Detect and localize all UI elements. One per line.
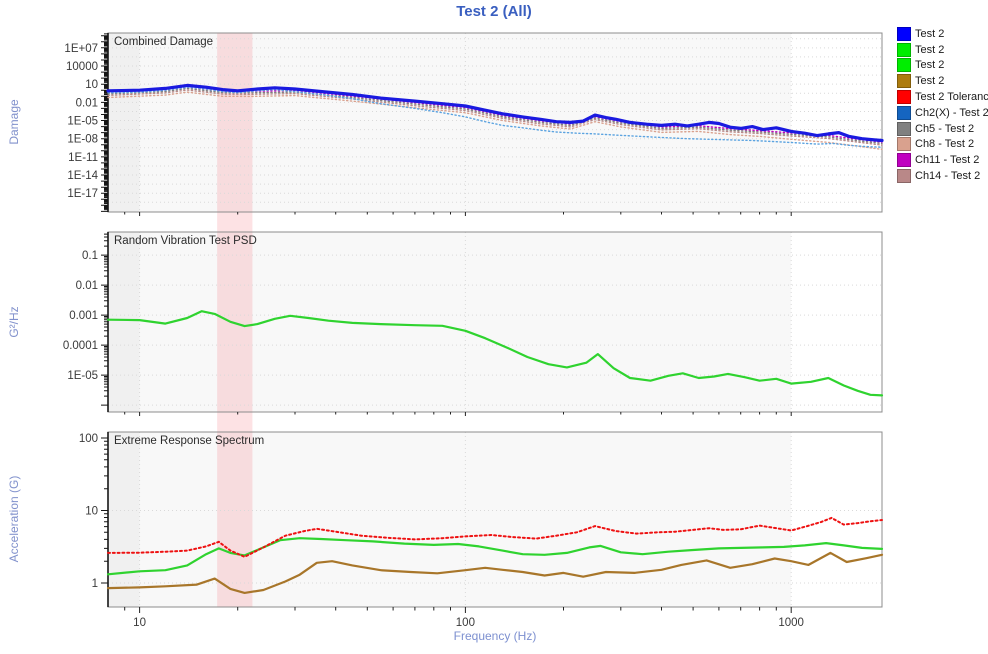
highlight-band [217, 33, 253, 607]
legend-label: Ch11 - Test 2 [915, 154, 980, 167]
y-tick-label: 1E-08 [67, 134, 98, 146]
y-tick-label: 1E-05 [67, 116, 98, 128]
plot-background-band [108, 33, 140, 212]
y-axis-label-acceleration: Acceleration (G) [7, 475, 21, 563]
legend-swatch [897, 26, 911, 41]
series-ch2x-test2 [107, 86, 883, 148]
y-tick-label: 1E-17 [67, 188, 98, 200]
legend-swatch [897, 153, 911, 168]
y-tick-marks [101, 437, 108, 584]
plot-background-band [791, 33, 882, 212]
y-tick-label: 10 [85, 506, 98, 518]
y-tick-label: 1E-05 [67, 370, 98, 382]
y-tick-label: 0.0001 [63, 340, 98, 352]
legend-item-6[interactable]: Ch5 - Test 2 [897, 121, 988, 137]
legend-item-1[interactable]: Test 2 [897, 42, 988, 58]
legend-label: Test 2 [915, 59, 945, 72]
legend-label: Test 2 [915, 27, 945, 40]
legend-swatch [897, 74, 911, 89]
x-tick-label: 100 [456, 617, 475, 629]
y-tick-label: 0.01 [76, 280, 98, 292]
legend-swatch [897, 58, 911, 73]
legend-swatch [897, 90, 911, 105]
y-tick-label: 0.01 [76, 97, 98, 109]
legend: Test 2 Test 2 Test 2 Test 2 Test 2 Tolerance… [897, 26, 988, 184]
legend-item-5[interactable]: Ch2(X) - Test 2 [897, 105, 988, 121]
x-tick-marks [124, 607, 792, 613]
y-axis-label-psd: G²/Hz [7, 306, 21, 338]
legend-swatch [897, 121, 911, 136]
plot-background-band [791, 232, 882, 412]
y-tick-label: 1 [92, 578, 98, 590]
y-tick-label: 10 [85, 79, 98, 91]
y-tick-label: 100 [79, 433, 98, 445]
y-axis-label-damage: Damage [7, 99, 21, 145]
series-ers-brown-test2 [106, 551, 884, 594]
y-tick-label: 0.001 [69, 310, 98, 322]
legend-label: Ch8 - Test 2 [915, 138, 975, 151]
legend-label: Test 2 [915, 43, 945, 56]
plot-background-band [791, 432, 882, 607]
y-tick-label: 1E-14 [67, 170, 98, 182]
plot-background-band [139, 33, 792, 212]
series-psd-test2 [106, 310, 884, 397]
x-tick-label: 10 [133, 617, 146, 629]
series-ers-tolerance [107, 516, 883, 558]
series-ch8-test2 [107, 91, 883, 151]
series-ers-green-test2 [106, 537, 884, 576]
legend-item-0[interactable]: Test 2 [897, 26, 988, 42]
legend-label: Ch5 - Test 2 [915, 122, 975, 135]
x-tick-marks [124, 412, 792, 416]
plot-background-band [139, 232, 792, 412]
legend-item-2[interactable]: Test 2 [897, 58, 988, 74]
chart-title-combined-damage: Combined Damage [114, 36, 214, 48]
y-tick-marks [101, 233, 108, 406]
y-tick-label: 1E+07 [64, 43, 98, 55]
legend-swatch [897, 169, 911, 184]
y-tick-label: 1E-11 [68, 152, 98, 164]
legend-swatch [897, 42, 911, 57]
legend-label: Test 2 [915, 75, 945, 88]
legend-item-8[interactable]: Ch11 - Test 2 [897, 152, 988, 168]
legend-swatch [897, 137, 911, 152]
legend-label: Test 2 Tolerance [915, 91, 988, 104]
legend-label: Ch14 - Test 2 [915, 170, 981, 183]
x-tick-marks [124, 212, 792, 216]
legend-swatch [897, 105, 911, 120]
legend-label: Ch2(X) - Test 2 [915, 106, 988, 119]
plot-background-band [108, 432, 140, 607]
y-tick-marks [101, 33, 108, 212]
x-axis-label: Frequency (Hz) [453, 629, 537, 643]
x-tick-label: 1000 [778, 617, 804, 629]
legend-item-3[interactable]: Test 2 [897, 73, 988, 89]
chart-title-ers: Extreme Response Spectrum [114, 435, 265, 447]
chart-title-psd: Random Vibration Test PSD [114, 235, 257, 247]
plot-background-band [108, 232, 140, 412]
page-title: Test 2 (All) [456, 3, 532, 20]
legend-item-9[interactable]: Ch14 - Test 2 [897, 168, 988, 184]
plot-background-band [139, 432, 792, 607]
y-tick-label: 0.1 [82, 250, 98, 262]
series-combined-test2 [106, 83, 884, 143]
series-ch14-test2 [107, 89, 883, 146]
legend-item-7[interactable]: Ch8 - Test 2 [897, 137, 988, 153]
legend-item-4[interactable]: Test 2 Tolerance [897, 89, 988, 105]
y-tick-label: 10000 [66, 61, 98, 73]
